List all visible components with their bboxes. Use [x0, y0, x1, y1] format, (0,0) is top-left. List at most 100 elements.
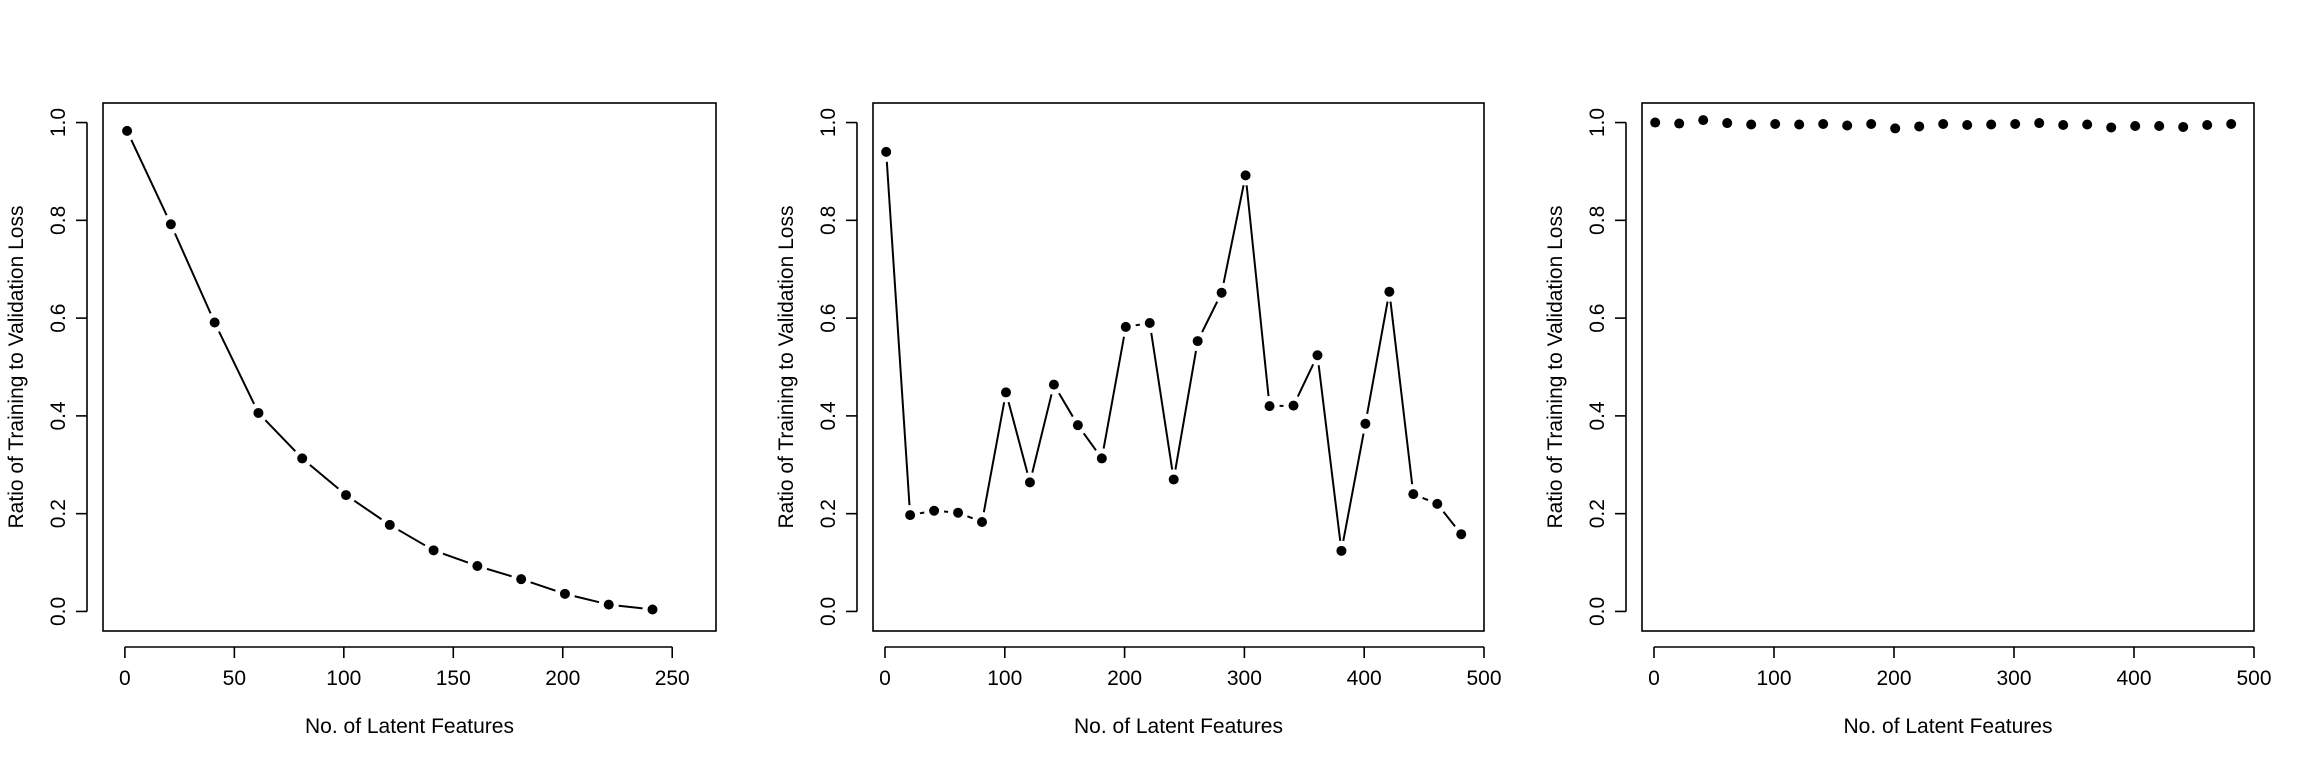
data-point [603, 599, 614, 610]
data-point [472, 560, 483, 571]
y-axis-label: Ratio of Training to Validation Loss [5, 206, 28, 529]
data-point [1072, 420, 1083, 431]
series-line-segment [309, 464, 339, 490]
y-tick-label: 0.4 [47, 401, 70, 431]
series-line-segment [1082, 432, 1097, 451]
chart-panel-2: 0 100 200 300 400 500 0.0 0.2 0.4 0.6 0.8 1.0 No. of… [775, 102, 1502, 738]
x-tick-label: 200 [1107, 667, 1142, 690]
y-tick-label: 0.6 [47, 304, 70, 333]
x-tick-label: 300 [1996, 667, 2031, 690]
y-tick-label: 0.4 [1586, 401, 1609, 431]
data-point [1770, 119, 1781, 130]
series-line-segment [1135, 323, 1141, 327]
y-axis-label: Ratio of Training to Validation Loss [1544, 206, 1567, 529]
data-point [2178, 121, 2189, 132]
data-point [1650, 117, 1661, 128]
data-point [1192, 336, 1203, 347]
data-point [2034, 118, 2045, 129]
data-point [516, 574, 527, 585]
data-point [384, 519, 395, 530]
data-point [953, 507, 964, 518]
series-line-segment [1174, 350, 1197, 470]
chart-panel-1: 0 50 100 150 200 250 0.0 0.2 0.4 0.6 0.8 1.0 No. of … [5, 102, 717, 738]
series-line-segment [130, 139, 168, 216]
data-point [1962, 120, 1973, 130]
data-point [559, 588, 570, 599]
x-tick-label: 100 [326, 667, 361, 690]
y-tick-label: 0.8 [817, 206, 840, 235]
data-point [428, 545, 439, 556]
x-tick-label: 100 [1756, 667, 1791, 690]
data-point [2130, 120, 2141, 131]
chart-panel-3: 0 100 200 300 400 500 0.0 0.2 0.4 0.6 0.8 1.0 No. of… [1544, 102, 2272, 738]
data-point [2154, 120, 2165, 131]
data-point [1312, 350, 1323, 361]
x-axis-label: No. of Latent Features [305, 715, 514, 738]
data-point [1384, 286, 1395, 297]
plot-frame [872, 102, 1485, 632]
x-tick-label: 200 [545, 667, 580, 690]
y-tick-label: 0.6 [817, 304, 840, 333]
data-point [1842, 120, 1853, 131]
data-point [1360, 418, 1371, 429]
series-line-segment [1245, 185, 1270, 397]
y-tick-label: 0.0 [47, 597, 70, 626]
data-point [1024, 477, 1035, 488]
y-tick-label: 0.2 [1586, 499, 1609, 528]
x-tick-label: 50 [223, 667, 246, 690]
series-line-segment [1102, 336, 1125, 449]
data-point [1818, 119, 1829, 130]
data-point [1336, 545, 1347, 556]
series-line-segment [1422, 496, 1429, 502]
series-line-segment [1058, 392, 1074, 418]
series-line-segment [1389, 301, 1414, 485]
series-line-segment [353, 499, 383, 521]
series-line-segment [967, 515, 974, 520]
series-line-segment [486, 567, 512, 578]
data-point [297, 453, 308, 464]
data-point [122, 125, 133, 136]
x-tick-label: 150 [436, 667, 471, 690]
data-point [1722, 118, 1733, 129]
x-tick-label: 0 [119, 667, 131, 690]
data-point [1986, 119, 1997, 130]
series-line-segment [982, 402, 1006, 513]
x-tick-label: 400 [1347, 667, 1382, 690]
series-line-segment [1222, 184, 1245, 284]
data-point [1456, 529, 1467, 540]
data-point [1048, 379, 1059, 390]
series-line-segment [218, 331, 255, 405]
series-line-segment [1201, 301, 1219, 333]
x-axis-label: No. of Latent Features [1844, 715, 2053, 738]
y-tick-label: 0.8 [47, 206, 70, 235]
data-point [1288, 400, 1299, 411]
series-line-segment [1366, 301, 1389, 415]
data-point [2058, 120, 2069, 130]
x-tick-label: 0 [1648, 667, 1660, 690]
data-point [1144, 318, 1155, 328]
series-line-segment [574, 595, 600, 604]
data-point [977, 516, 988, 527]
data-point [2010, 119, 2021, 130]
x-tick-label: 500 [2236, 667, 2271, 690]
data-point [1938, 119, 1949, 130]
x-tick-label: 200 [1876, 667, 1911, 690]
data-point [2226, 119, 2237, 130]
data-point [1674, 118, 1685, 129]
plot-frame [102, 102, 717, 632]
y-tick-label: 0.8 [1586, 206, 1609, 235]
data-point [1240, 170, 1251, 181]
series-line-segment [442, 552, 469, 564]
y-tick-label: 0.6 [1586, 304, 1609, 333]
data-point [209, 317, 220, 328]
data-point [1216, 287, 1227, 298]
x-tick-label: 500 [1466, 667, 1501, 690]
data-point [2082, 119, 2093, 130]
series-line-segment [1442, 511, 1456, 527]
y-axis-label: Ratio of Training to Validation Loss [775, 206, 798, 529]
y-tick-label: 1.0 [47, 108, 70, 137]
data-point [1794, 119, 1805, 130]
series-line-segment [397, 529, 426, 547]
data-point [1000, 387, 1011, 398]
series-line-segment [1342, 433, 1365, 542]
